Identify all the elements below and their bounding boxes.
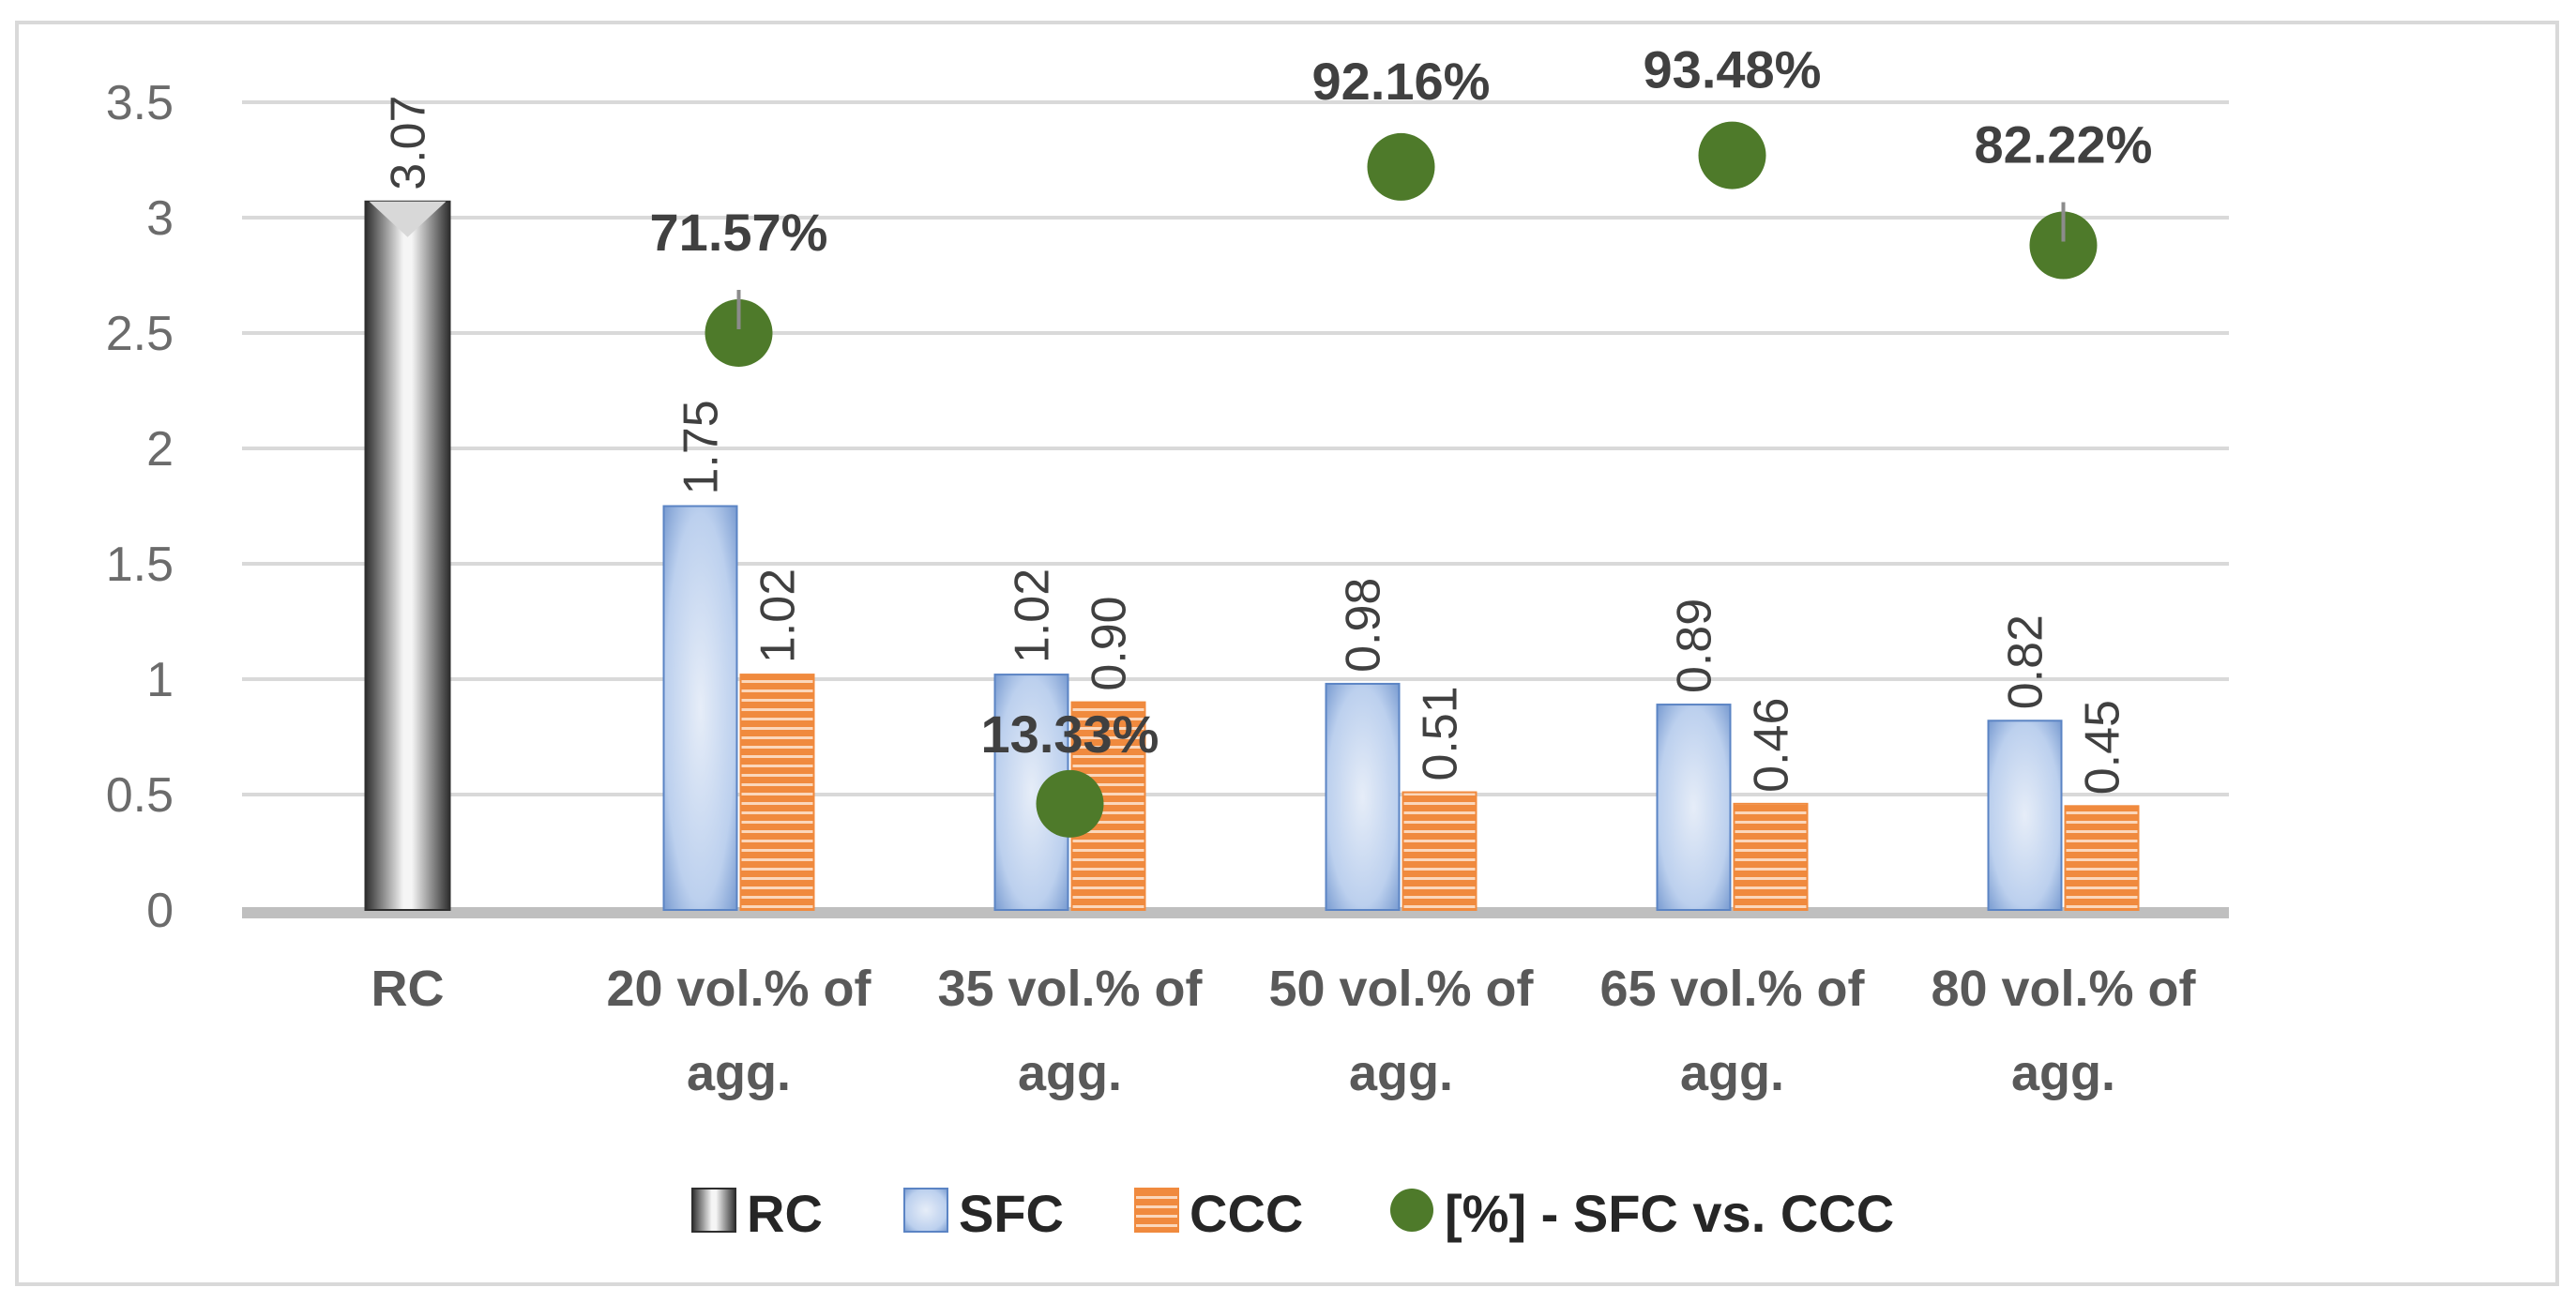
bar-layer xyxy=(364,121,2140,912)
y-tick-label: 0.5 xyxy=(106,768,174,823)
y-tick-label: 1 xyxy=(146,653,174,707)
legend-swatch-rc xyxy=(691,1188,736,1233)
bar-ccc xyxy=(739,674,815,912)
legend-label: SFC xyxy=(959,1184,1064,1243)
x-category-label: agg. xyxy=(1349,1045,1453,1101)
x-category-label: agg. xyxy=(2011,1045,2115,1101)
legend-label: [%] - SFC vs. CCC xyxy=(1445,1184,1894,1243)
data-label-sfc: 0.89 xyxy=(1668,598,1722,693)
bar-rc-bevel xyxy=(369,201,447,237)
y-tick-label: 3.5 xyxy=(106,76,174,130)
label-layer: 3.07 1.75 1.02 0.98 0.89 0.82 1.02 0.90 0.51 0.46… xyxy=(382,40,2153,795)
bar-ccc xyxy=(1402,791,1477,911)
bar-sfc xyxy=(1656,704,1732,911)
legend-swatch-sfc xyxy=(903,1188,948,1233)
legend-label: CCC xyxy=(1190,1184,1303,1243)
x-axis-line xyxy=(242,907,2229,918)
percent-label: 13.33% xyxy=(981,705,1159,764)
percent-label: 82.22% xyxy=(1975,115,2153,174)
y-tick-label: 0 xyxy=(146,884,174,938)
x-category-label: agg. xyxy=(1680,1045,1784,1101)
legend-swatch-scatter xyxy=(1390,1189,1433,1232)
x-category-label: agg. xyxy=(1018,1045,1122,1101)
data-label-sfc: 0.98 xyxy=(1337,578,1391,673)
y-tick-label: 2.5 xyxy=(106,307,174,361)
x-category-label: 80 vol.% of xyxy=(1931,961,2196,1017)
x-category-label: 50 vol.% of xyxy=(1268,961,1534,1017)
bar-sfc xyxy=(662,505,738,911)
x-category-label: 35 vol.% of xyxy=(937,961,1203,1017)
y-tick-label: 2 xyxy=(146,422,174,477)
bar-ccc xyxy=(1733,802,1809,912)
scatter-point xyxy=(1367,132,1435,201)
grid-layer xyxy=(242,100,2229,796)
scatter-point xyxy=(2029,211,2098,280)
percent-label: 93.48% xyxy=(1644,40,1822,99)
scatter-point xyxy=(1698,121,1766,189)
data-label-rc: 3.07 xyxy=(382,96,436,190)
data-label-ccc: 1.02 xyxy=(751,568,806,663)
scatter-point xyxy=(705,299,773,367)
data-label-sfc: 1.75 xyxy=(674,400,729,494)
bar-ccc xyxy=(2064,805,2140,911)
y-tick-label: 3 xyxy=(146,191,174,246)
percent-label: 92.16% xyxy=(1312,52,1491,111)
data-label-ccc: 0.46 xyxy=(1745,698,1799,793)
data-label-sfc: 1.02 xyxy=(1006,568,1060,663)
scatter-point xyxy=(1036,769,1104,838)
data-label-sfc: 0.82 xyxy=(1999,614,2053,709)
legend: RC SFC CCC [%] - SFC vs. CCC xyxy=(691,1184,1894,1243)
data-label-ccc: 0.45 xyxy=(2076,700,2130,795)
x-category-label: agg. xyxy=(687,1045,791,1101)
data-label-ccc: 0.51 xyxy=(1414,686,1468,780)
bar-sfc xyxy=(1325,682,1401,911)
bar-sfc xyxy=(1987,720,2063,912)
y-tick-label: 1.5 xyxy=(106,538,174,592)
data-label-ccc: 0.90 xyxy=(1083,596,1137,690)
x-category-label: RC xyxy=(371,961,445,1017)
percent-label: 71.57% xyxy=(650,203,828,262)
legend-label: RC xyxy=(747,1184,823,1243)
x-category-label: 20 vol.% of xyxy=(606,961,871,1017)
bar-rc xyxy=(364,200,451,911)
x-category-label: 65 vol.% of xyxy=(1599,961,1865,1017)
legend-swatch-ccc xyxy=(1134,1188,1179,1233)
